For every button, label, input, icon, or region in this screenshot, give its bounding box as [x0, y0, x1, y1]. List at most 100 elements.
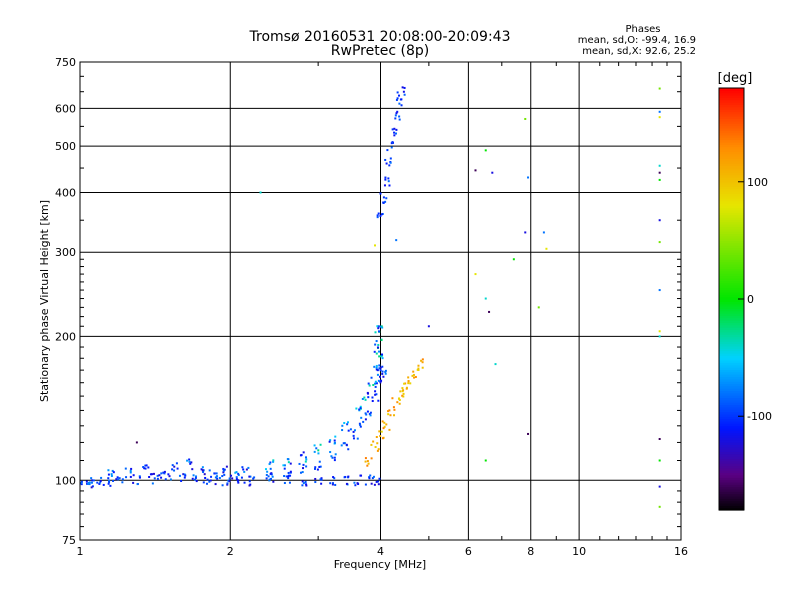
colorbar-swatch — [719, 294, 744, 298]
colorbar-swatch — [719, 409, 744, 413]
echo-point — [375, 436, 378, 439]
stats-x-mode: mean, sd,X: 92.6, 25.2 — [582, 46, 696, 57]
echo-point — [427, 325, 430, 328]
colorbar-swatch — [719, 193, 744, 197]
colorbar-swatch — [719, 505, 744, 509]
echo-point — [358, 422, 361, 425]
echo-point — [356, 482, 359, 485]
echo-point — [148, 476, 151, 479]
echo-point — [331, 483, 334, 486]
echo-point — [124, 467, 127, 470]
echo-point — [402, 392, 405, 395]
echo-point — [658, 459, 661, 462]
echo-point — [374, 343, 377, 346]
echo-point — [98, 482, 101, 485]
colorbar-swatch — [719, 284, 744, 288]
echo-point — [265, 473, 268, 476]
echo-point — [283, 467, 286, 470]
colorbar-swatch — [719, 465, 744, 469]
colorbar-tick-label: 0 — [747, 293, 754, 306]
echo-point — [218, 476, 221, 479]
echo-point — [173, 469, 176, 472]
echo-point — [389, 161, 392, 164]
echo-point — [333, 441, 336, 444]
echo-point — [333, 456, 336, 459]
echo-point — [111, 469, 114, 472]
echo-point — [200, 468, 203, 471]
echo-point — [329, 439, 332, 442]
echo-point — [301, 484, 304, 487]
echo-point — [395, 112, 398, 115]
echo-point — [383, 184, 386, 187]
echo-point — [379, 214, 382, 217]
colorbar-swatch — [719, 442, 744, 445]
echo-point — [377, 212, 380, 215]
echo-point — [387, 180, 390, 183]
echo-point — [393, 408, 396, 411]
echo-point — [402, 90, 405, 93]
echo-point — [107, 482, 110, 485]
echo-point — [304, 456, 307, 459]
colorbar-swatch — [719, 186, 744, 190]
echo-point — [136, 483, 139, 486]
echo-point — [403, 382, 406, 385]
echo-point — [313, 450, 316, 453]
echo-point — [387, 177, 390, 180]
colorbar-swatch — [719, 322, 744, 326]
colorbar-swatch — [719, 254, 744, 258]
echo-point — [375, 368, 378, 371]
colorbar-swatch — [719, 153, 744, 157]
colorbar-swatch — [719, 430, 744, 434]
echo-point — [402, 395, 405, 398]
echo-point — [375, 480, 378, 483]
colorbar-swatch — [719, 97, 744, 101]
echo-point — [314, 481, 317, 484]
echo-point — [268, 479, 271, 482]
echo-point — [92, 479, 95, 482]
y-tick-label: 300 — [55, 246, 76, 259]
colorbar-swatch — [719, 155, 744, 159]
echo-point — [375, 366, 378, 369]
echo-point — [87, 482, 90, 485]
colorbar-swatch — [719, 406, 744, 410]
echo-point — [112, 479, 115, 482]
echo-point — [270, 473, 273, 476]
echo-point — [237, 481, 240, 484]
echo-point — [164, 478, 167, 481]
echo-point — [407, 380, 410, 383]
echo-point — [301, 471, 304, 474]
echo-point — [377, 343, 380, 346]
colorbar-swatch — [719, 282, 744, 286]
echo-point — [377, 483, 380, 486]
echo-point — [226, 482, 229, 485]
echo-point — [222, 469, 225, 472]
echo-point — [369, 414, 372, 417]
echo-point — [80, 483, 83, 486]
colorbar-swatch — [719, 102, 744, 106]
echo-point — [287, 477, 290, 480]
echo-point — [403, 86, 406, 89]
echo-point — [374, 393, 377, 396]
echo-point — [389, 157, 392, 160]
colorbar-swatch — [719, 341, 744, 345]
echo-point — [184, 474, 187, 477]
echo-point — [396, 91, 399, 94]
echo-point — [395, 128, 398, 131]
echo-point — [385, 162, 388, 165]
echo-point — [366, 460, 369, 463]
colorbar-swatch — [719, 327, 744, 331]
echo-point — [364, 460, 367, 463]
echo-point — [314, 466, 317, 469]
echo-point — [372, 440, 375, 443]
echo-point — [368, 477, 371, 480]
echo-point — [353, 481, 356, 484]
echo-point — [171, 464, 174, 467]
echo-point — [381, 365, 384, 368]
echo-point — [269, 467, 272, 470]
echo-point — [88, 481, 91, 484]
echo-point — [381, 370, 384, 373]
echo-point — [147, 466, 150, 469]
echo-point — [240, 476, 243, 479]
echo-point — [395, 132, 398, 135]
echo-point — [329, 451, 332, 454]
